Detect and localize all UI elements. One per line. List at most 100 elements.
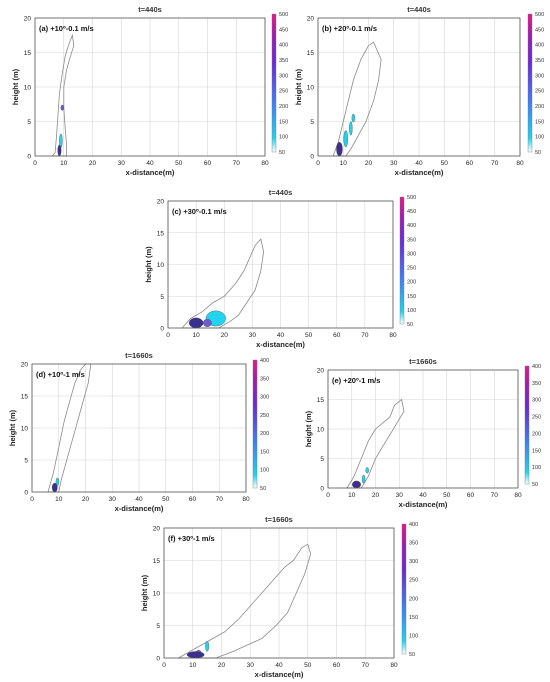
x-tick-label: 20: [89, 160, 97, 167]
y-tick-label: 0: [160, 326, 164, 333]
x-tick-label: 70: [491, 160, 499, 167]
colorbar-tick-label: 100: [535, 135, 544, 141]
concentration-blob: [352, 480, 361, 489]
colorbar-tick-label: 50: [532, 482, 538, 488]
y-tick-label: 10: [317, 427, 325, 434]
y-tick-label: 20: [153, 526, 161, 533]
colorbar-tick-label: 450: [535, 27, 544, 33]
x-tick-label: 10: [60, 160, 68, 167]
panel-title: t=440s: [407, 5, 431, 14]
colorbar-tick-label: 350: [407, 237, 416, 243]
x-tick-label: 20: [365, 160, 373, 167]
y-axis-label: height (m): [8, 409, 17, 446]
colorbar-tick-label: 150: [535, 119, 544, 125]
x-axis-label: x-distance(m): [126, 168, 175, 177]
colorbar-tick-label: 350: [535, 58, 544, 64]
colorbar: [252, 359, 258, 489]
x-tick-label: 20: [221, 332, 229, 339]
x-tick-label: 80: [516, 160, 524, 167]
panel-4: 0 10 20 30 40 50 60 70 80 0 5 10 15 20 t=1660s x-distan…: [8, 351, 269, 513]
x-tick-label: 60: [466, 160, 474, 167]
x-tick-label: 60: [189, 496, 197, 503]
x-tick-label: 60: [333, 662, 341, 669]
panel-6: 0 10 20 30 40 50 60 70 80 0 5 10 15 20 t=1660s x-distan…: [140, 515, 418, 679]
x-tick-label: 0: [166, 332, 170, 339]
concentration-blob: [365, 467, 369, 474]
plume-outline: [346, 398, 405, 489]
concentration-blob: [186, 651, 205, 659]
x-tick-label: 40: [146, 160, 154, 167]
x-tick-label: 10: [55, 496, 63, 503]
y-tick-label: 0: [310, 154, 314, 161]
colorbar-tick-label: 150: [409, 615, 418, 621]
plume-outline: [332, 41, 382, 157]
x-tick-label: 40: [419, 492, 427, 499]
concentration-blob: [336, 142, 343, 157]
y-tick-label: 0: [320, 486, 324, 493]
colorbar-tick-label: 250: [409, 578, 418, 584]
plume-outline: [181, 238, 265, 329]
colorbar-tick-label: 200: [409, 596, 418, 602]
colorbar-tick-label: 400: [532, 364, 541, 370]
concentration-blob: [51, 482, 58, 493]
panel-title: t=1660s: [409, 357, 437, 366]
axes-frame: [163, 527, 395, 659]
x-axis-label: x-distance(m): [399, 500, 448, 509]
y-axis-label: height (m): [294, 68, 303, 105]
y-tick-label: 20: [21, 362, 29, 369]
colorbar-tick-label: 100: [260, 468, 269, 474]
panel-title: t=440s: [138, 5, 162, 14]
x-tick-label: 60: [204, 160, 212, 167]
x-tick-label: 20: [82, 496, 90, 503]
y-tick-label: 5: [27, 119, 31, 126]
y-tick-label: 20: [307, 16, 315, 23]
x-tick-label: 10: [348, 492, 356, 499]
colorbar-tick-label: 250: [532, 415, 541, 421]
x-tick-label: 50: [162, 496, 170, 503]
colorbar-tick-label: 200: [535, 104, 544, 110]
colorbar-tick-label: 400: [279, 43, 288, 49]
axes-frame: [167, 200, 394, 329]
colorbar-tick-label: 150: [407, 294, 416, 300]
concentration-blob: [188, 317, 204, 329]
x-tick-label: 70: [233, 160, 241, 167]
x-tick-label: 20: [218, 662, 226, 669]
x-tick-label: 30: [390, 160, 398, 167]
colorbar: [401, 523, 407, 655]
y-tick-label: 15: [24, 50, 32, 57]
plume-outline: [176, 543, 312, 659]
colorbar-tick-label: 250: [279, 89, 288, 95]
colorbar: [524, 365, 530, 485]
y-tick-label: 5: [310, 119, 314, 126]
colorbar-tick-label: 250: [260, 413, 269, 419]
colorbar-tick-label: 100: [407, 308, 416, 314]
colorbar-tick-label: 400: [407, 223, 416, 229]
colorbar-tick-label: 400: [409, 522, 418, 528]
x-tick-label: 70: [216, 496, 224, 503]
y-tick-label: 10: [24, 85, 32, 92]
y-tick-label: 5: [24, 458, 28, 465]
colorbar-tick-label: 400: [260, 358, 269, 364]
x-tick-label: 80: [514, 492, 522, 499]
x-axis-label: x-distance(m): [115, 504, 164, 513]
colorbar-tick-label: 500: [279, 12, 288, 18]
axes-frame: [317, 17, 521, 157]
y-tick-label: 15: [317, 397, 325, 404]
x-axis-label: x-distance(m): [395, 168, 444, 177]
colorbar-tick-label: 50: [407, 322, 413, 328]
colorbar-tick-label: 150: [279, 119, 288, 125]
y-axis-label: height (m): [140, 574, 149, 611]
x-tick-label: 0: [30, 496, 34, 503]
x-tick-label: 50: [304, 662, 312, 669]
panel-1: 0 10 20 30 40 50 60 70 80 0 5 10 15 20 t=440s x-distanc…: [11, 5, 288, 177]
x-axis-label: x-distance(m): [256, 340, 305, 349]
x-tick-label: 60: [467, 492, 475, 499]
colorbar-tick-label: 300: [409, 559, 418, 565]
y-tick-label: 15: [307, 50, 315, 57]
colorbar-tick-label: 300: [535, 73, 544, 79]
colorbar-tick-label: 200: [260, 431, 269, 437]
x-tick-label: 30: [118, 160, 126, 167]
y-tick-label: 10: [153, 591, 161, 598]
colorbar-tick-label: 150: [260, 449, 269, 455]
